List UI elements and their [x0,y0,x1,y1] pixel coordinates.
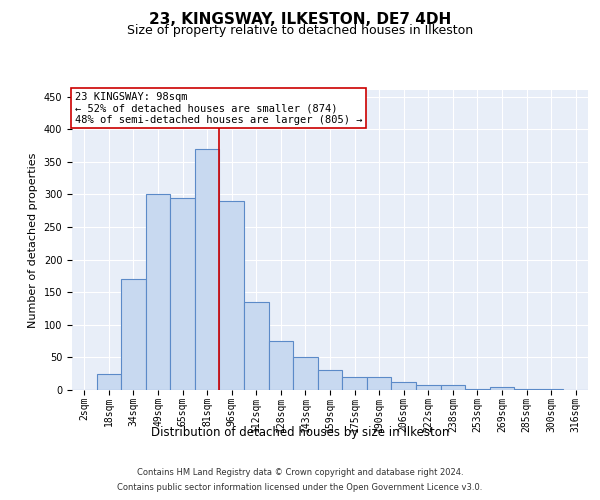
Bar [195,148,220,390]
Bar [146,194,170,390]
Bar [121,279,146,390]
Bar [440,385,465,390]
Bar [318,370,342,390]
Bar [342,377,367,390]
Bar [391,382,416,390]
Text: Contains public sector information licensed under the Open Government Licence v3: Contains public sector information licen… [118,483,482,492]
Text: 23 KINGSWAY: 98sqm
← 52% of detached houses are smaller (874)
48% of semi-detach: 23 KINGSWAY: 98sqm ← 52% of detached hou… [74,92,362,124]
Bar [416,385,440,390]
Bar [465,388,490,390]
Bar [367,377,391,390]
Bar [539,388,563,390]
Bar [244,302,269,390]
Bar [293,358,318,390]
Bar [97,374,121,390]
Y-axis label: Number of detached properties: Number of detached properties [28,152,38,328]
Bar [220,201,244,390]
Text: Size of property relative to detached houses in Ilkeston: Size of property relative to detached ho… [127,24,473,37]
Text: 23, KINGSWAY, ILKESTON, DE7 4DH: 23, KINGSWAY, ILKESTON, DE7 4DH [149,12,451,28]
Bar [269,341,293,390]
Bar [490,386,514,390]
Text: Distribution of detached houses by size in Ilkeston: Distribution of detached houses by size … [151,426,449,439]
Bar [170,198,195,390]
Text: Contains HM Land Registry data © Crown copyright and database right 2024.: Contains HM Land Registry data © Crown c… [137,468,463,477]
Bar [514,388,539,390]
